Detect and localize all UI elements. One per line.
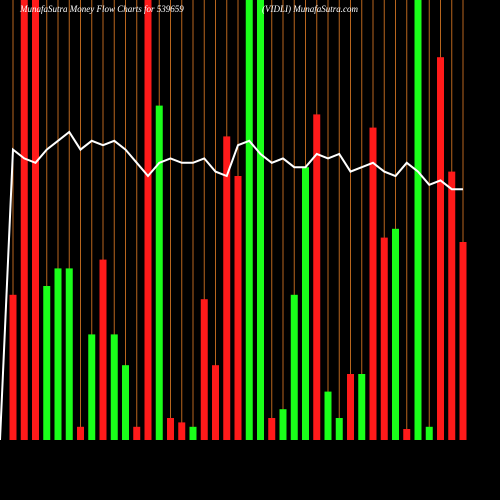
bar [32, 0, 39, 440]
bar [459, 242, 467, 440]
bar [234, 176, 242, 440]
bar [245, 0, 253, 440]
bar [268, 418, 276, 440]
bar [425, 426, 433, 440]
bar [437, 57, 444, 440]
bar [324, 391, 332, 440]
bar [110, 334, 118, 440]
bars [9, 0, 467, 441]
chart-title: MunafaSutra Money Flow Charts for 539659 [19, 4, 184, 14]
bar [302, 167, 309, 440]
bar [290, 294, 298, 440]
money-flow-line [0, 130, 463, 441]
bar [155, 105, 163, 440]
bar [54, 268, 62, 440]
bar [369, 127, 377, 440]
chart-subtitle: (VIDLI) MunafaSutra.com [262, 4, 358, 14]
bar [223, 136, 231, 440]
bar [347, 374, 354, 440]
bar [403, 429, 411, 440]
bar [133, 426, 141, 440]
bar [380, 237, 388, 440]
bar [448, 171, 456, 440]
bar [99, 259, 107, 440]
bar [77, 426, 84, 440]
bar [313, 114, 321, 441]
bar [414, 0, 422, 440]
bar [358, 374, 366, 440]
bar [178, 422, 186, 440]
bar [189, 426, 197, 440]
bar [20, 0, 28, 440]
bar [212, 365, 219, 440]
bar [257, 0, 264, 440]
bar [335, 418, 343, 440]
bar [65, 268, 73, 440]
bar [144, 0, 152, 440]
lines [0, 130, 463, 441]
bar [43, 286, 51, 440]
bar [88, 334, 96, 440]
bar [200, 299, 208, 440]
bar [9, 294, 17, 440]
bar [392, 228, 399, 440]
bar [167, 418, 174, 440]
bar [279, 409, 287, 440]
bar [122, 365, 129, 440]
